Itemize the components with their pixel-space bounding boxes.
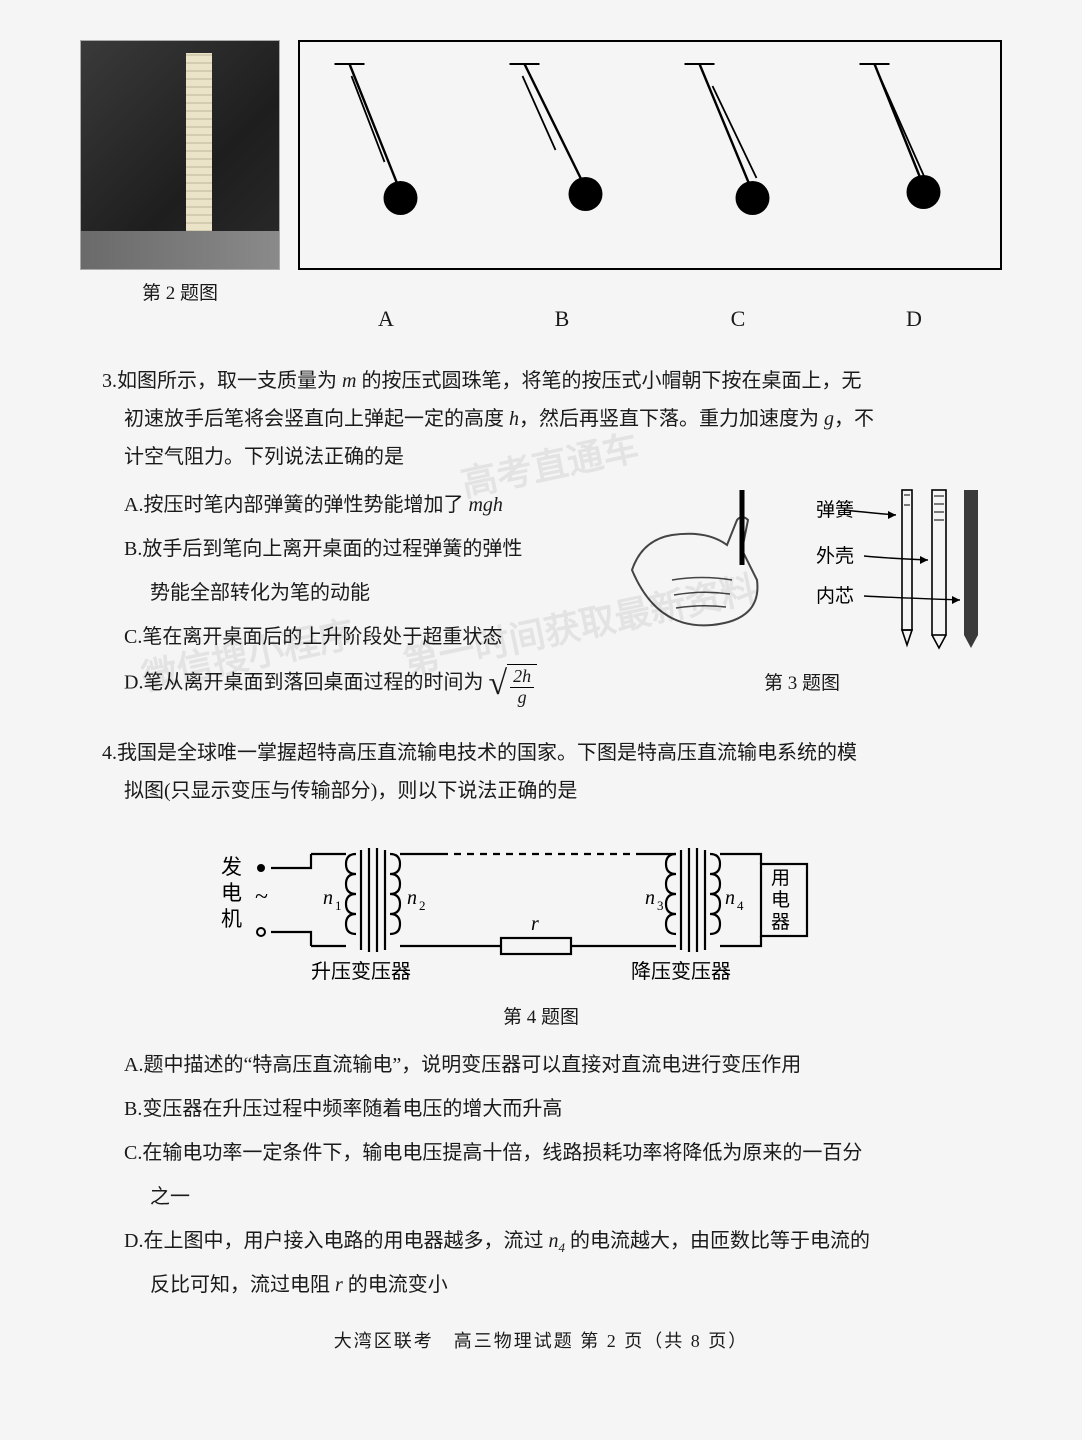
label-spring: 弹簧	[816, 499, 854, 521]
pendulum-a-svg	[300, 42, 475, 268]
svg-text:3: 3	[657, 898, 664, 913]
pendulum-label-d: D	[826, 298, 1002, 340]
q3-stem-1: 如图所示，取一支质量为 m 的按压式圆珠笔，将笔的按压式小帽朝下按在桌面上，无	[117, 370, 861, 392]
figure-2-photo	[80, 40, 280, 270]
pendulum-cell-d	[825, 42, 1000, 268]
pendulum-label-a: A	[298, 298, 474, 340]
svg-text:n: n	[645, 887, 655, 909]
q4-choice-b: B.变压器在升压过程中频率随着电压的增大而升高	[124, 1090, 1002, 1128]
pendulum-b-svg	[475, 42, 650, 268]
svg-text:1: 1	[335, 898, 342, 913]
pendulum-a-string	[350, 64, 401, 192]
svg-text:~: ~	[255, 884, 268, 910]
q4-line1: 4.我国是全球唯一掌握超特高压直流输电技术的国家。下图是特高压直流输电系统的模	[80, 734, 1002, 772]
pendulum-a-bob	[384, 181, 418, 215]
q4-choice-c1: C.在输电功率一定条件下，输电电压提高十倍，线路损耗功率将降低为原来的一百分	[124, 1134, 1002, 1172]
q3-choice-b1: B.放手后到笔向上离开桌面的过程弹簧的弹性	[124, 530, 588, 568]
pendulum-label-b: B	[474, 298, 650, 340]
q3-choice-d: D.笔从离开桌面到落回桌面过程的时间为 √ 2h g	[124, 662, 588, 706]
label-stepdown: 降压变压器	[631, 960, 731, 983]
pen-part-1	[902, 490, 912, 645]
q4-choice-d1: D.在上图中，用户接入电路的用电器越多，流过 n4 的电流越大，由匝数比等于电流…	[124, 1222, 1002, 1261]
q4-circuit-svg: 发 电 机 ~	[201, 824, 881, 994]
page-footer: 大湾区联考 高三物理试题 第 2 页（共 8 页）	[80, 1324, 1002, 1358]
q3-choices: A.按压时笔内部弹簧的弹性势能增加了 mgh B.放手后到笔向上离开桌面的过程弹…	[80, 480, 588, 712]
svg-text:n: n	[323, 887, 333, 909]
pendulum-options: A B C D	[298, 40, 1002, 340]
pendulum-frame	[298, 40, 1002, 270]
svg-text:器: 器	[771, 912, 790, 933]
svg-text:2: 2	[419, 898, 426, 913]
q4-choices: A.题中描述的“特高压直流输电”，说明变压器可以直接对直流电进行变压作用 B.变…	[80, 1046, 1002, 1305]
pendulum-cell-a	[300, 42, 475, 268]
svg-text:n: n	[725, 887, 735, 909]
figure-2-photo-block: 第 2 题图	[80, 40, 280, 312]
q4-choice-d2: 反比可知，流过电阻 r 的电流变小	[124, 1266, 1002, 1304]
sqrt-num: 2h	[510, 667, 534, 688]
label-shell: 外壳	[816, 545, 854, 567]
pendulum-label-c: C	[650, 298, 826, 340]
label-core: 内芯	[816, 585, 854, 607]
pendulum-labels-row: A B C D	[298, 298, 1002, 340]
q4-circuit: 发 电 机 ~	[80, 824, 1002, 994]
q3-choice-d-text: D.笔从离开桌面到落回桌面过程的时间为	[124, 671, 483, 693]
q4-choice-c2: 之一	[124, 1178, 1002, 1216]
sqrt-den: g	[510, 688, 534, 708]
svg-text:n: n	[407, 887, 417, 909]
svg-text:电: 电	[771, 889, 790, 911]
q4-stem-2: 拟图(只显示变压与传输部分)，则以下说法正确的是	[80, 772, 1002, 810]
pendulum-cell-c	[650, 42, 825, 268]
q3-choice-b2: 势能全部转化为笔的动能	[124, 574, 588, 612]
label-stepup: 升压变压器	[311, 960, 411, 983]
figure-2-caption: 第 2 题图	[80, 276, 280, 312]
q3-choice-a: A.按压时笔内部弹簧的弹性势能增加了 mgh	[124, 486, 588, 524]
svg-text:电: 电	[221, 881, 242, 905]
pendulum-a-trail	[352, 76, 385, 162]
q4-stem-1: 我国是全球唯一掌握超特高压直流输电技术的国家。下图是特高压直流输电系统的模	[117, 742, 857, 764]
sqrt-expr: √ 2h g	[488, 664, 537, 708]
q3-stem-2: 初速放手后笔将会竖直向上弹起一定的高度 h，然后再竖直下落。重力加速度为 g，不	[80, 400, 1002, 438]
q3-figure: 弹簧 外壳 内芯 第 3 题图	[602, 470, 1002, 702]
q4-number: 4.	[102, 742, 117, 764]
q3-line1: 3.如图所示，取一支质量为 m 的按压式圆珠笔，将笔的按压式小帽朝下按在桌面上，…	[80, 362, 1002, 400]
q3-number: 3.	[102, 370, 117, 392]
q4-figure-caption: 第 4 题图	[80, 1000, 1002, 1036]
svg-text:r: r	[531, 913, 539, 935]
q3-choice-c: C.笔在离开桌面后的上升阶段处于超重状态	[124, 618, 588, 656]
svg-text:机: 机	[221, 907, 242, 931]
sqrt-symbol: √	[488, 667, 507, 701]
pen-part-3	[964, 490, 978, 648]
q3-figure-caption: 第 3 题图	[602, 666, 1002, 702]
svg-text:发: 发	[221, 855, 242, 879]
svg-text:用: 用	[771, 868, 790, 889]
pendulum-cell-b	[475, 42, 650, 268]
pendulum-d-svg	[825, 42, 1000, 268]
pendulum-c-svg	[650, 42, 825, 268]
pen-part-2	[932, 490, 946, 648]
svg-text:4: 4	[737, 898, 744, 913]
q3-figure-svg: 弹簧 外壳 内芯	[602, 470, 1002, 660]
q4-choice-a: A.题中描述的“特高压直流输电”，说明变压器可以直接对直流电进行变压作用	[124, 1046, 1002, 1084]
figure-2-row: 第 2 题图	[80, 40, 1002, 340]
